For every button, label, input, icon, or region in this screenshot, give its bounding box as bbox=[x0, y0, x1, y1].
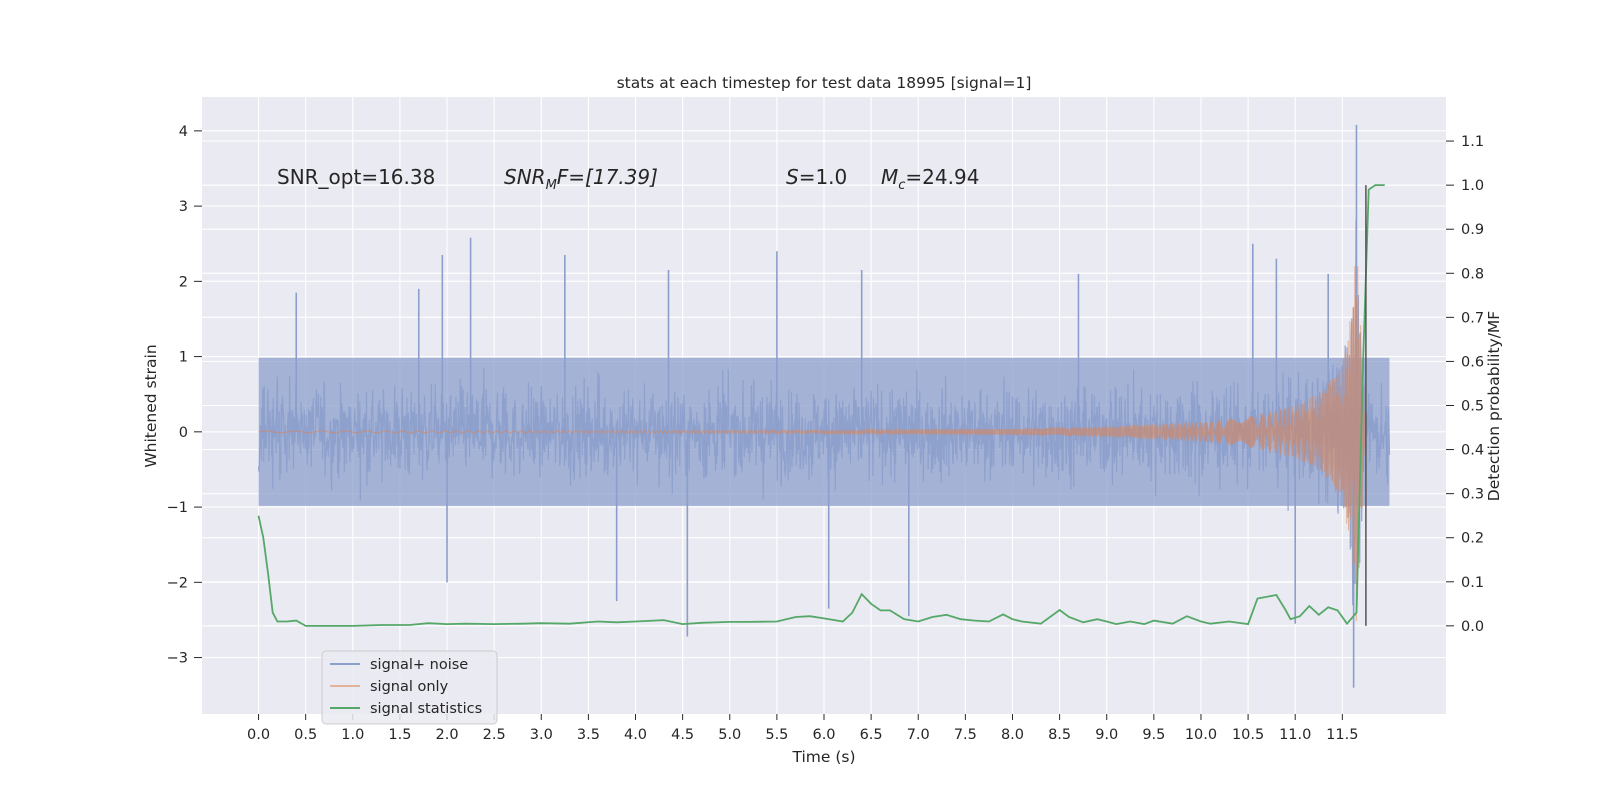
y-tick-label: −3 bbox=[167, 651, 188, 667]
x-axis-label: Time (s) bbox=[791, 748, 855, 766]
x-tick-label: 0.0 bbox=[247, 727, 270, 743]
y-tick-label: 1 bbox=[179, 350, 188, 366]
x-tick-label: 10.5 bbox=[1232, 727, 1264, 743]
x-tick-label: 4.5 bbox=[671, 727, 694, 743]
annotation-s-var: S bbox=[786, 165, 799, 189]
right-tick-label: 0.5 bbox=[1461, 399, 1484, 415]
right-tick-label: 0.7 bbox=[1461, 310, 1484, 326]
x-tick-label: 4.0 bbox=[624, 727, 647, 743]
x-tick-label: 5.5 bbox=[765, 727, 788, 743]
right-tick-label: 0.9 bbox=[1461, 222, 1484, 238]
annotation-s: S=1.0 bbox=[786, 165, 847, 189]
right-tick-label: 0.0 bbox=[1461, 619, 1484, 635]
y-tick-label: 2 bbox=[179, 274, 188, 290]
legend-label-signal-statistics: signal statistics bbox=[370, 701, 482, 717]
x-tick-label: 9.5 bbox=[1142, 727, 1165, 743]
x-tick-label: 11.0 bbox=[1279, 727, 1311, 743]
series-signal-statistics bbox=[257, 184, 1385, 627]
x-tick-label: 11.5 bbox=[1326, 727, 1358, 743]
x-tick-label: 7.0 bbox=[907, 727, 930, 743]
legend-box bbox=[321, 650, 498, 725]
right-tick-label: 0.3 bbox=[1461, 487, 1484, 503]
annotation-snr-mf: SNRMF=[17.39] bbox=[504, 165, 658, 193]
annotation-mc-rest: =24.94 bbox=[905, 165, 979, 189]
annotation-snr-mf-rest: F=[17.39] bbox=[557, 165, 658, 189]
y-axis-ticks: −3 −2 −1 0 1 2 3 4 bbox=[167, 124, 202, 667]
right-axis-ticks: 0.0 0.1 0.2 0.3 0.4 0.5 0.6 0.7 0.8 0.9 1.0 1.1 bbox=[1446, 134, 1484, 635]
x-tick-label: 7.5 bbox=[954, 727, 977, 743]
y-tick-label: 3 bbox=[179, 199, 188, 215]
y-axis-label: Whitened strain bbox=[142, 344, 160, 467]
legend-label-signal-noise: signal+ noise bbox=[370, 657, 468, 673]
x-tick-label: 1.0 bbox=[341, 727, 364, 743]
signal-statistics-line bbox=[257, 184, 1385, 627]
annotation-snr-mf-sub: M bbox=[546, 178, 557, 193]
x-tick-label: 3.0 bbox=[530, 727, 553, 743]
x-tick-label: 1.5 bbox=[388, 727, 411, 743]
x-tick-label: 2.5 bbox=[483, 727, 506, 743]
right-tick-label: 0.1 bbox=[1461, 575, 1484, 591]
right-axis-label: Detection probability/MF bbox=[1485, 311, 1503, 502]
annotation-snr-mf-main: SNR bbox=[504, 165, 546, 189]
x-tick-label: 0.5 bbox=[294, 727, 317, 743]
x-tick-label: 6.5 bbox=[860, 727, 883, 743]
x-tick-label: 8.5 bbox=[1048, 727, 1071, 743]
annotation-mc-var: M bbox=[881, 165, 898, 189]
series-signal-only bbox=[258, 266, 1367, 622]
right-tick-label: 1.1 bbox=[1461, 134, 1484, 150]
y-tick-label: −1 bbox=[167, 500, 188, 516]
x-axis-ticks: 0.0 0.5 1.0 1.5 2.0 2.5 3.0 3.5 4.0 4.5 5.0 5.5 6.0 6… bbox=[247, 714, 1358, 743]
x-tick-label: 2.0 bbox=[435, 727, 458, 743]
y-tick-label: 0 bbox=[179, 425, 188, 441]
legend-label-signal-only: signal only bbox=[370, 679, 449, 695]
x-tick-label: 3.5 bbox=[577, 727, 600, 743]
x-tick-label: 8.0 bbox=[1001, 727, 1024, 743]
right-tick-label: 0.2 bbox=[1461, 531, 1484, 547]
right-tick-label: 0.4 bbox=[1461, 443, 1484, 459]
y-tick-label: 4 bbox=[179, 124, 188, 140]
annotation-s-rest: =1.0 bbox=[799, 165, 848, 189]
signal-only-line bbox=[258, 266, 1367, 622]
y-tick-label: −2 bbox=[167, 575, 188, 591]
legend: signal+ noise signal only signal statist… bbox=[321, 650, 498, 725]
right-tick-label: 0.6 bbox=[1461, 354, 1484, 370]
x-tick-label: 9.0 bbox=[1095, 727, 1118, 743]
x-tick-label: 5.0 bbox=[718, 727, 741, 743]
x-tick-label: 10.0 bbox=[1185, 727, 1217, 743]
x-tick-label: 6.0 bbox=[812, 727, 835, 743]
chart-title: stats at each timestep for test data 189… bbox=[617, 74, 1032, 92]
annotation-mc: Mc=24.94 bbox=[881, 165, 979, 193]
annotation-mc-sub: c bbox=[898, 178, 905, 193]
right-tick-label: 1.0 bbox=[1461, 178, 1484, 194]
right-tick-label: 0.8 bbox=[1461, 266, 1484, 282]
annotation-snr-opt: SNR_opt=16.38 bbox=[277, 165, 435, 189]
